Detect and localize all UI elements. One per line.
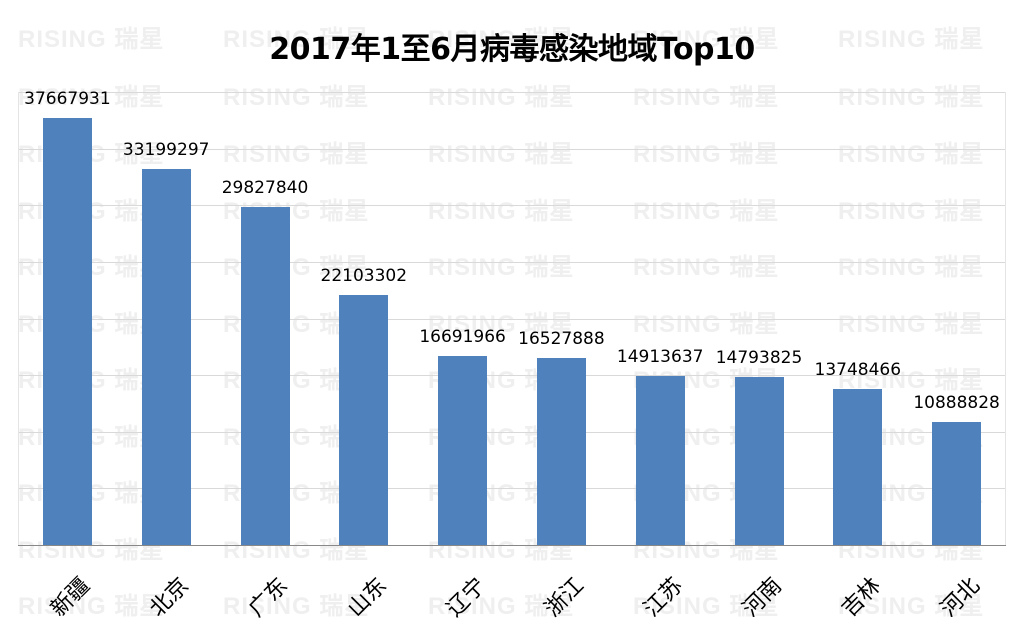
gridline: [19, 431, 1005, 433]
x-tick-label: 河北: [935, 573, 985, 623]
bar[interactable]: [536, 357, 586, 545]
gridline: [19, 318, 1005, 320]
data-label: 10888828: [913, 392, 1000, 413]
x-tick-label: 吉林: [836, 573, 886, 623]
x-tick-label: 河南: [738, 573, 787, 623]
x-tick-label: 新疆: [46, 573, 96, 623]
gridline: [19, 205, 1005, 207]
data-label: 13748466: [814, 360, 902, 381]
plot-area: [18, 92, 1006, 545]
bar[interactable]: [42, 118, 92, 545]
x-axis-line: [18, 545, 1006, 546]
bar[interactable]: [240, 207, 290, 545]
x-tick-label: 广东: [244, 573, 293, 623]
data-label: 14913637: [616, 347, 704, 368]
gridline: [19, 92, 1005, 93]
bar[interactable]: [141, 169, 191, 545]
data-label: 33199297: [122, 140, 210, 161]
data-label: 29827840: [221, 178, 309, 199]
data-label: 22103302: [320, 265, 408, 286]
gridline: [19, 148, 1005, 150]
data-label: 16527888: [518, 328, 605, 349]
bar[interactable]: [339, 294, 389, 545]
data-label: 14793825: [715, 348, 803, 369]
x-tick-label: 北京: [145, 573, 195, 623]
data-label: 37667931: [24, 89, 111, 110]
bar[interactable]: [734, 377, 784, 545]
gridline: [19, 488, 1005, 490]
bar[interactable]: [833, 389, 883, 545]
x-tick-label: 浙江: [540, 573, 590, 623]
bar[interactable]: [438, 355, 488, 545]
x-tick-label: 山东: [342, 573, 392, 623]
bar[interactable]: [635, 376, 685, 545]
chart-title: 2017年1至6月病毒感染地域Top10: [269, 32, 755, 67]
gridline: [19, 375, 1005, 377]
x-tick-label: 江苏: [639, 573, 689, 623]
bar[interactable]: [932, 421, 982, 545]
gridline: [19, 261, 1005, 263]
data-label: 16691966: [419, 326, 506, 347]
x-tick-label: 辽宁: [441, 573, 491, 623]
